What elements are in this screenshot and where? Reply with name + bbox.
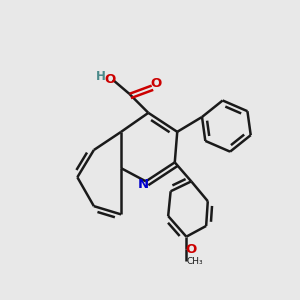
Text: N: N: [138, 178, 149, 191]
Text: H: H: [96, 70, 106, 83]
Text: O: O: [150, 77, 161, 91]
Text: O: O: [104, 73, 115, 86]
Text: O: O: [186, 243, 197, 256]
Text: CH₃: CH₃: [186, 257, 203, 266]
